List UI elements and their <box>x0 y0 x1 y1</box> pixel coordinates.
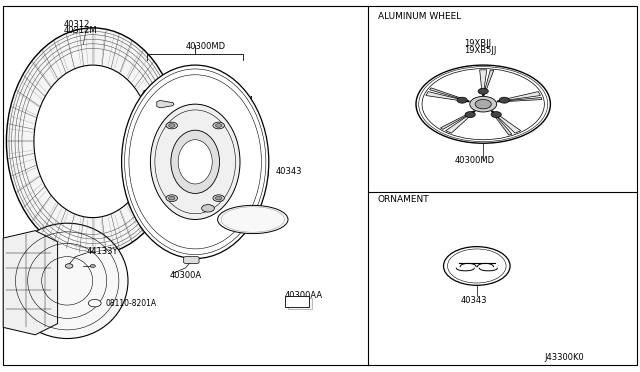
Text: 40312: 40312 <box>64 20 90 29</box>
Circle shape <box>213 122 225 129</box>
Polygon shape <box>483 70 494 96</box>
Text: 40300A: 40300A <box>170 271 202 280</box>
Text: J43300K0: J43300K0 <box>544 353 584 362</box>
Ellipse shape <box>218 205 288 234</box>
Circle shape <box>166 122 177 129</box>
Polygon shape <box>3 231 58 335</box>
Circle shape <box>168 196 175 200</box>
Ellipse shape <box>122 65 269 259</box>
Circle shape <box>470 96 497 112</box>
Polygon shape <box>426 92 469 102</box>
Text: 40300AA: 40300AA <box>285 291 323 300</box>
Ellipse shape <box>6 28 179 255</box>
Text: 40343: 40343 <box>275 167 301 176</box>
Text: 40300MD: 40300MD <box>186 42 226 51</box>
Polygon shape <box>157 100 174 108</box>
Polygon shape <box>491 111 512 135</box>
Polygon shape <box>492 111 521 133</box>
Circle shape <box>416 65 550 143</box>
Text: ORNAMENT: ORNAMENT <box>378 195 429 204</box>
Circle shape <box>499 97 509 103</box>
Circle shape <box>444 247 510 285</box>
Circle shape <box>202 205 214 212</box>
Text: 40311: 40311 <box>141 90 167 99</box>
Circle shape <box>88 299 101 307</box>
Polygon shape <box>429 88 469 102</box>
Circle shape <box>90 264 95 267</box>
Bar <box>288 298 312 309</box>
Text: B: B <box>93 301 97 306</box>
Circle shape <box>478 88 488 94</box>
Circle shape <box>465 112 476 118</box>
Text: 08110-8201A: 08110-8201A <box>106 299 157 308</box>
Ellipse shape <box>171 130 220 193</box>
Ellipse shape <box>6 223 128 339</box>
Circle shape <box>491 112 501 118</box>
Text: ALUMINUM WHEEL: ALUMINUM WHEEL <box>378 12 461 21</box>
Circle shape <box>168 124 175 127</box>
Circle shape <box>166 195 177 202</box>
Polygon shape <box>497 97 542 102</box>
Polygon shape <box>440 111 474 129</box>
Circle shape <box>216 124 222 127</box>
Polygon shape <box>497 92 540 102</box>
Text: 40343: 40343 <box>461 296 487 305</box>
Circle shape <box>216 196 222 200</box>
Polygon shape <box>445 111 476 133</box>
Ellipse shape <box>178 140 212 184</box>
Text: 19XB5JJ: 19XB5JJ <box>464 46 497 55</box>
Ellipse shape <box>150 104 240 219</box>
Text: 40312M: 40312M <box>64 26 98 35</box>
Ellipse shape <box>34 65 152 218</box>
Circle shape <box>213 195 225 202</box>
Circle shape <box>65 264 73 268</box>
FancyBboxPatch shape <box>184 257 199 263</box>
Text: 44133Y: 44133Y <box>86 247 118 256</box>
Text: 40300MD: 40300MD <box>454 156 495 165</box>
Circle shape <box>457 97 467 103</box>
Circle shape <box>475 99 492 109</box>
Text: 19XBJJ: 19XBJJ <box>464 39 491 48</box>
Bar <box>285 296 309 307</box>
Polygon shape <box>479 70 487 96</box>
Text: 40224: 40224 <box>227 96 253 105</box>
